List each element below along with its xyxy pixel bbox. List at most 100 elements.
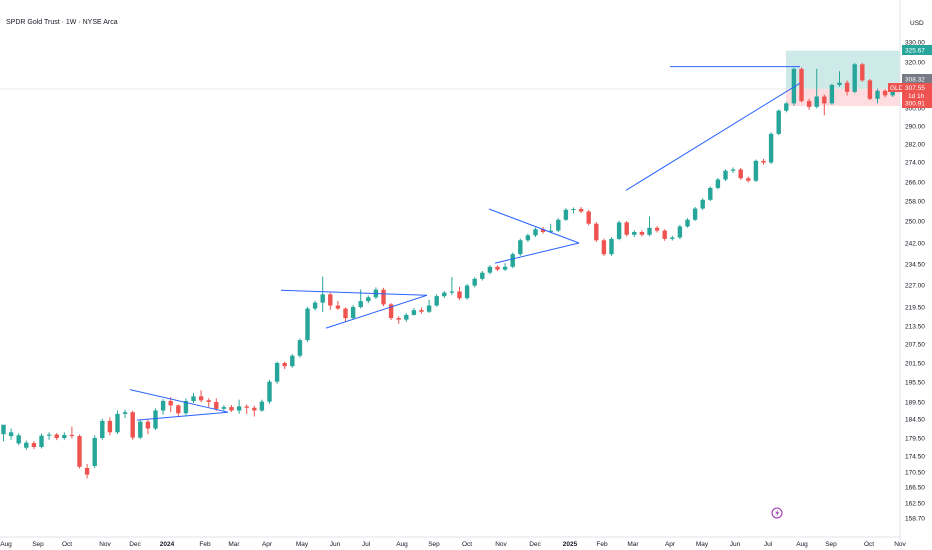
- candle-body: [39, 435, 44, 447]
- candle: [214, 398, 219, 411]
- candle: [548, 223, 553, 234]
- y-tick-label: 320.00: [905, 59, 925, 66]
- candle: [229, 405, 234, 412]
- candle: [221, 405, 227, 412]
- candle: [274, 361, 280, 384]
- candle: [814, 68, 819, 109]
- x-tick-label: Oct: [62, 541, 72, 548]
- triangle_2-lower-line: [325, 294, 428, 329]
- support-line: [625, 82, 801, 191]
- candle-body: [92, 438, 97, 466]
- candle: [426, 299, 432, 314]
- candle-body: [563, 209, 569, 220]
- x-tick-label: May: [696, 541, 709, 548]
- candle-body: [700, 199, 705, 209]
- candle: [449, 277, 455, 295]
- candle: [472, 277, 477, 288]
- candle: [518, 238, 523, 256]
- candle: [875, 88, 880, 104]
- candle: [411, 307, 417, 316]
- candle-body: [69, 434, 75, 437]
- candle-body: [358, 301, 363, 307]
- candle-body: [692, 208, 698, 220]
- candle: [540, 227, 546, 234]
- candle: [1, 424, 6, 442]
- candle: [84, 464, 90, 479]
- candle-body: [335, 305, 341, 309]
- candle-body: [252, 407, 257, 411]
- candle-body: [130, 412, 135, 438]
- candle: [860, 62, 865, 82]
- lightning-icon[interactable]: [771, 507, 783, 519]
- candle-body: [31, 443, 37, 447]
- last-price-bg: [902, 83, 932, 100]
- y-tick-label: 207.50: [905, 341, 925, 348]
- x-tick-label: Jun: [730, 541, 741, 548]
- candle-body: [312, 302, 318, 309]
- candle-body: [62, 434, 67, 438]
- candle-body: [791, 68, 797, 104]
- candle: [457, 286, 462, 301]
- candle-body: [867, 80, 873, 99]
- y-tick-label: 213.50: [905, 323, 925, 330]
- x-tick-label: May: [296, 541, 309, 548]
- candle-body: [411, 310, 417, 315]
- x-tick-label: Mar: [228, 541, 240, 548]
- candle: [282, 361, 287, 370]
- y-tick-label: 330.00: [905, 39, 925, 46]
- y-tick-label: 258.00: [905, 198, 925, 205]
- candle-body: [115, 413, 120, 433]
- candle: [366, 295, 371, 304]
- candle: [176, 404, 181, 418]
- candle-body: [556, 219, 561, 231]
- candle: [153, 408, 158, 431]
- candle-body: [183, 401, 189, 414]
- candle: [563, 208, 569, 221]
- candle: [297, 338, 303, 358]
- candle-body: [723, 170, 728, 180]
- candle: [556, 218, 561, 232]
- candle: [495, 265, 500, 272]
- candle: [632, 230, 637, 237]
- candle-body: [320, 294, 325, 303]
- candle: [62, 432, 67, 440]
- x-tick-label: Sep: [825, 541, 837, 548]
- candle: [882, 89, 888, 98]
- x-tick-label: Mar: [627, 541, 639, 548]
- candle: [236, 399, 242, 414]
- stop-price-badge-text: 300.91: [905, 100, 925, 107]
- profit-zone: [786, 50, 900, 89]
- candle-body: [24, 442, 29, 448]
- candle-body: [138, 421, 143, 438]
- candle: [852, 62, 857, 94]
- candle-body: [350, 307, 356, 319]
- y-tick-label: 242.00: [905, 240, 925, 247]
- candle: [654, 225, 660, 233]
- candle-body: [746, 178, 751, 181]
- candle-body: [206, 400, 211, 402]
- candle-body: [814, 96, 819, 107]
- candle: [312, 300, 318, 311]
- candle: [305, 306, 310, 342]
- candle: [662, 229, 667, 241]
- candle-body: [799, 68, 804, 102]
- candle: [601, 238, 607, 256]
- candle-body: [875, 90, 880, 99]
- last-price-text: 307.55: [905, 85, 925, 92]
- candle: [799, 67, 804, 103]
- candle-body: [77, 436, 82, 467]
- ticker-badge-text: GLD: [890, 85, 904, 92]
- x-tick-label: Oct: [864, 541, 874, 548]
- candle: [578, 207, 584, 213]
- candle: [700, 198, 705, 210]
- candle-body: [464, 285, 470, 299]
- candle: [244, 404, 249, 414]
- high-price-badge-bg: [902, 74, 932, 84]
- candle-body: [860, 64, 865, 81]
- candle-body: [191, 396, 196, 401]
- chart-title: SPDR Gold Trust · 1W · NYSE Arca: [6, 19, 118, 26]
- candle: [586, 210, 591, 226]
